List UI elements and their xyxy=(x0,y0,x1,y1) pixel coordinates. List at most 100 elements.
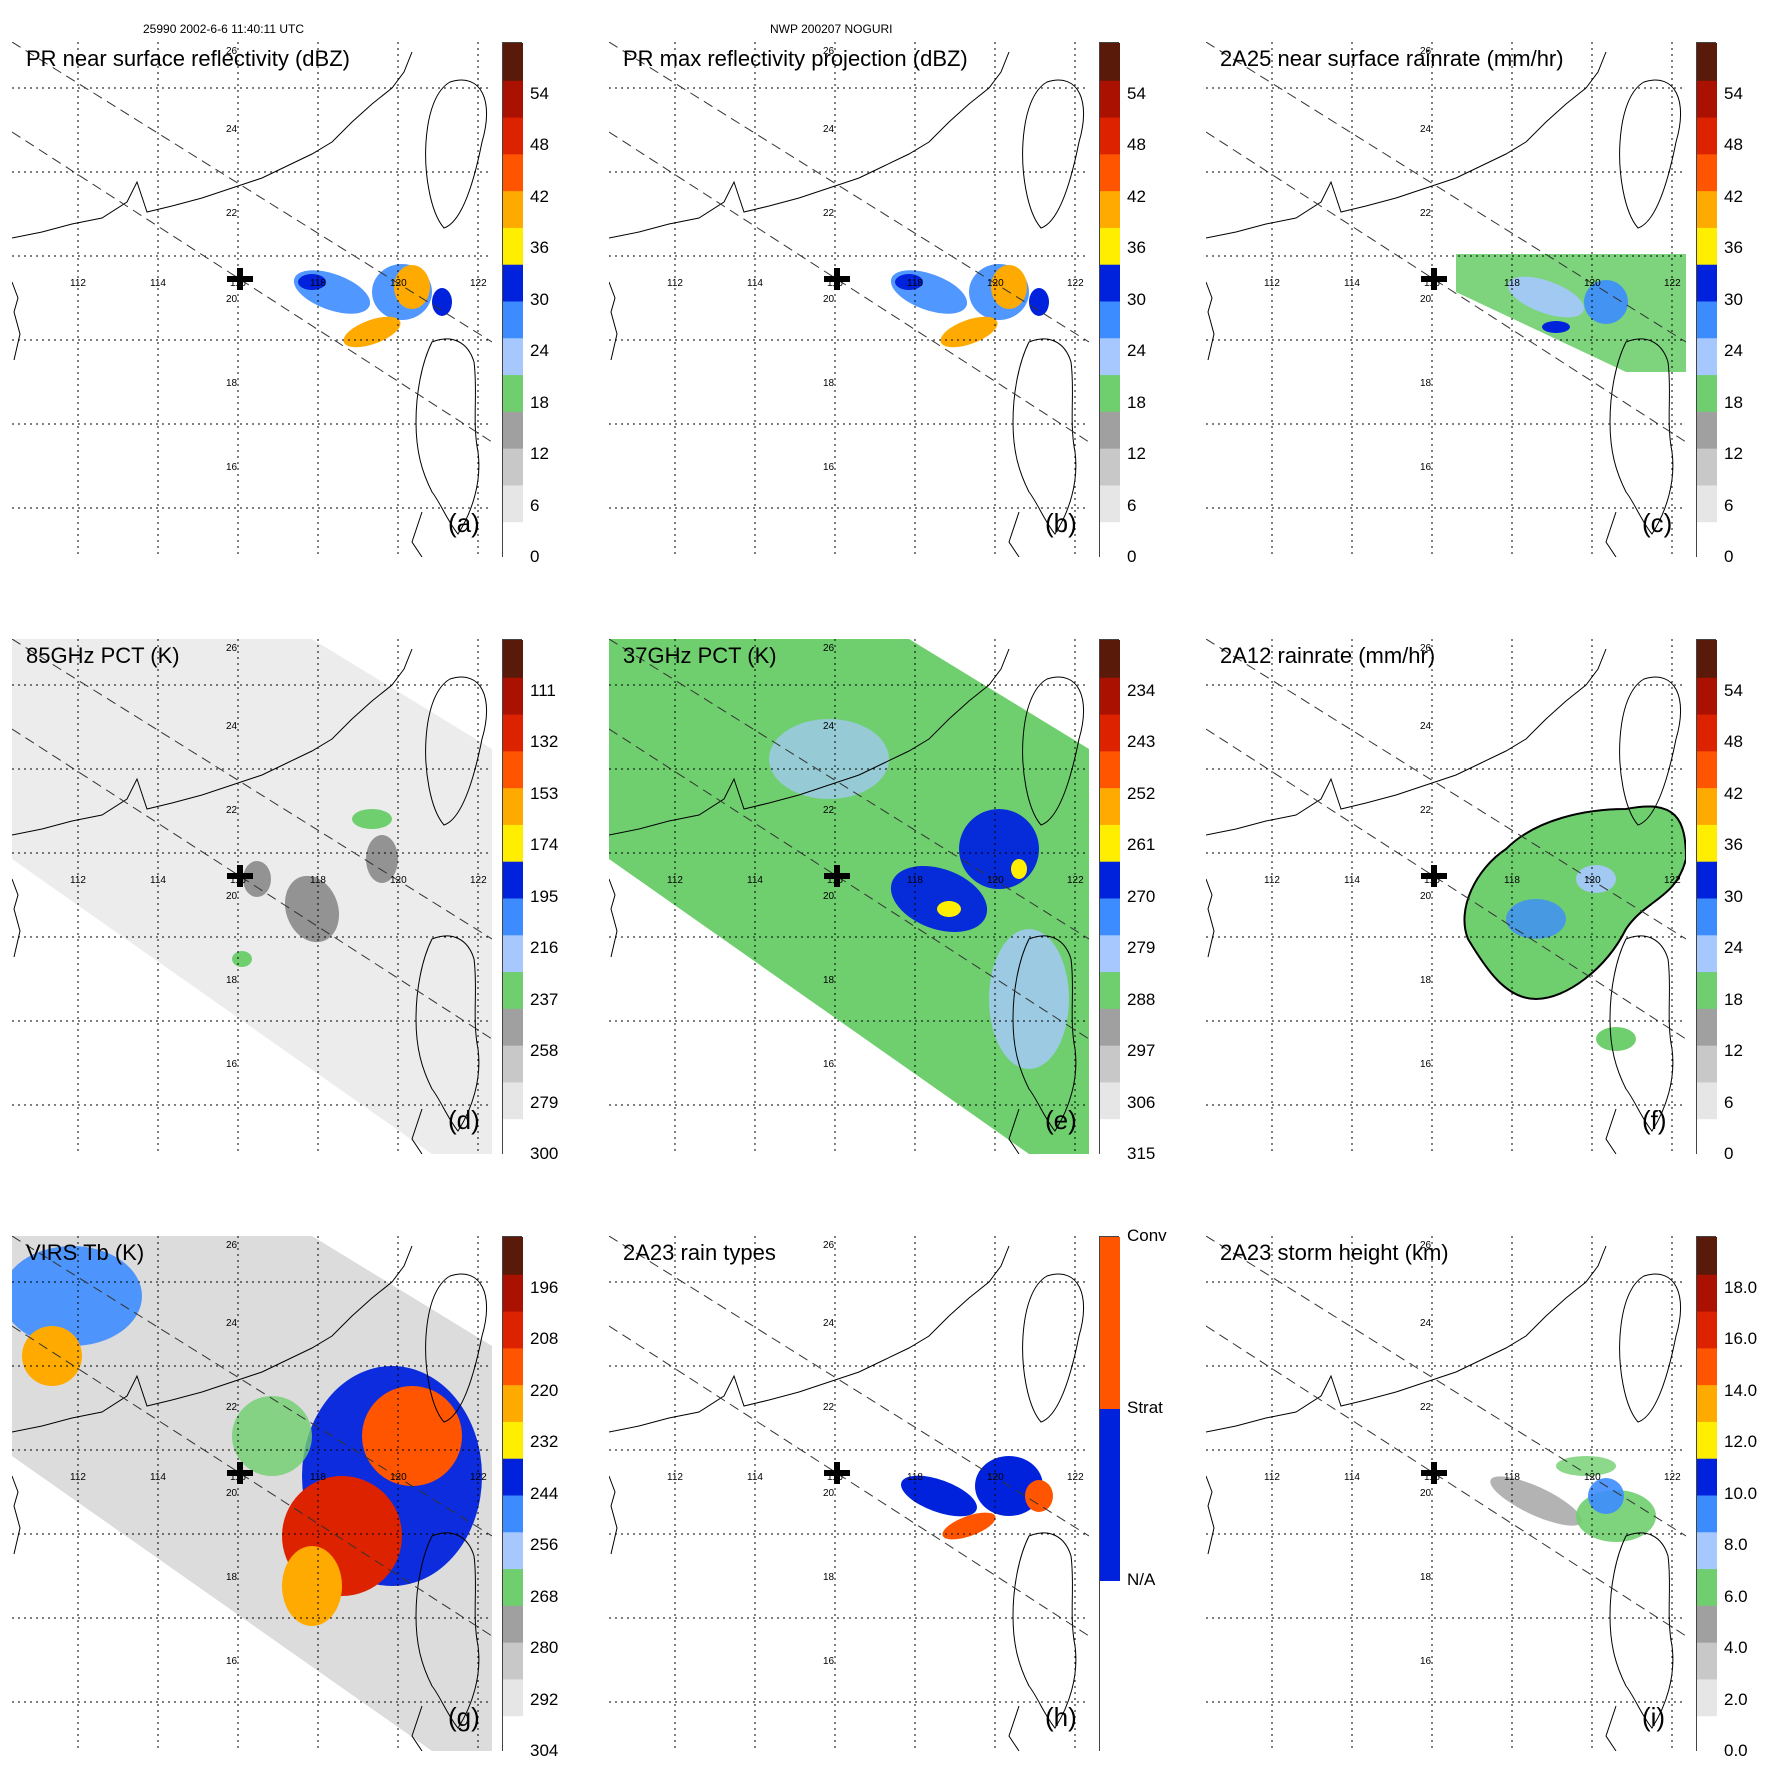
lat-label: 26 xyxy=(226,1240,238,1251)
lon-label: 114 xyxy=(1344,278,1360,289)
panel-title: 2A25 near surface rainrate (mm/hr) xyxy=(1220,46,1564,71)
lat-label: 26 xyxy=(1420,1240,1432,1251)
colorbar-tick: 54 xyxy=(1724,680,1743,700)
panel-title: 37GHz PCT (K) xyxy=(623,643,777,668)
lat-label: 20 xyxy=(1420,294,1432,305)
panel-a: 26 24 22 20 18 16 112 114 116 118 120 122 PR near su… xyxy=(0,0,560,566)
map-a xyxy=(12,42,492,557)
colorbar-tick: 12 xyxy=(530,444,549,463)
lon-label: 118 xyxy=(907,875,923,886)
lon-label: 118 xyxy=(310,875,326,886)
lon-label: 114 xyxy=(150,278,166,289)
lat-label: 22 xyxy=(1420,1402,1432,1413)
panel-title: PR max reflectivity projection (dBZ) xyxy=(623,46,968,71)
colorbar-tick: 6.0 xyxy=(1724,1586,1748,1606)
lat-label: 24 xyxy=(1420,124,1432,135)
lon-label: 116 xyxy=(827,1472,843,1483)
lon-label: 120 xyxy=(987,875,1004,886)
map-e xyxy=(609,639,1089,1154)
lon-label: 118 xyxy=(1504,278,1520,289)
colorbar-tick: 36 xyxy=(1127,238,1146,257)
lon-label: 122 xyxy=(1664,278,1681,289)
orbit-time-label: 25990 2002-6-6 11:40:11 UTC xyxy=(143,22,304,36)
colorbar-tick: 48 xyxy=(530,135,549,154)
colorbar-tick: 244 xyxy=(530,1483,559,1503)
lat-label: 26 xyxy=(823,46,835,57)
colorbar-tick: 12 xyxy=(1724,444,1743,463)
lon-label: 112 xyxy=(70,1472,86,1483)
lon-label: 122 xyxy=(470,875,487,886)
colorbar-tick: 0 xyxy=(1724,547,1734,566)
lon-label: 120 xyxy=(390,278,407,289)
panel-i: 26 24 22 20 18 16 112 114 116 118 120 122 2A23 storm… xyxy=(1194,1194,1758,1760)
lon-label: 120 xyxy=(1584,1472,1601,1483)
panel-letter: (g) xyxy=(448,1702,480,1732)
panel-title: 2A12 rainrate (mm/hr) xyxy=(1220,643,1436,668)
colorbar-tick: 195 xyxy=(530,886,559,906)
colorbar xyxy=(1696,1236,1717,1753)
lon-label: 122 xyxy=(470,1472,487,1483)
lat-label: 24 xyxy=(823,1318,835,1329)
colorbar-tick: 42 xyxy=(530,186,549,206)
colorbar-tick: 306 xyxy=(1127,1092,1156,1112)
colorbar-tick: 36 xyxy=(1724,238,1743,257)
lon-label: 122 xyxy=(1664,875,1681,886)
colorbar-tick: 6 xyxy=(530,495,540,515)
lon-label: 112 xyxy=(70,875,86,886)
lat-label: 24 xyxy=(226,1318,238,1329)
lat-label: 18 xyxy=(226,975,238,986)
panel-letter: (i) xyxy=(1642,1702,1666,1732)
panel-c: 26 24 22 20 18 16 112 114 116 118 120 122 2A25 near … xyxy=(1194,0,1754,566)
lon-label: 112 xyxy=(667,875,683,886)
colorbar-tick: 292 xyxy=(530,1689,559,1709)
colorbar-tick: 208 xyxy=(530,1329,559,1348)
colorbar-tick: 268 xyxy=(530,1586,559,1606)
lon-label: 120 xyxy=(987,278,1004,289)
colorbar-tick: Conv xyxy=(1127,1226,1167,1245)
lon-label: 120 xyxy=(1584,875,1601,886)
colorbar-tick: 6 xyxy=(1127,495,1137,515)
colorbar-tick: Strat xyxy=(1127,1398,1163,1417)
colorbar-tick: 48 xyxy=(1724,135,1743,154)
panel-letter: (f) xyxy=(1642,1105,1667,1135)
colorbar-tick: 279 xyxy=(530,1092,559,1112)
colorbar-tick: 36 xyxy=(530,238,549,257)
lat-label: 22 xyxy=(823,1402,835,1413)
map-i xyxy=(1206,1236,1686,1751)
panel-letter: (a) xyxy=(448,508,480,538)
colorbar-tick: 300 xyxy=(530,1144,559,1163)
colorbar xyxy=(1696,42,1717,559)
lon-label: 112 xyxy=(1264,875,1280,886)
colorbar-tick: 153 xyxy=(530,783,559,803)
lat-label: 22 xyxy=(823,208,835,219)
colorbar-tick: 243 xyxy=(1127,732,1156,751)
panel-title: VIRS Tb (K) xyxy=(26,1240,145,1265)
colorbar-tick: 315 xyxy=(1127,1144,1156,1163)
lon-label: 118 xyxy=(907,1472,923,1483)
lat-label: 26 xyxy=(226,46,238,57)
colorbar-tick: 30 xyxy=(1127,289,1146,309)
lat-label: 22 xyxy=(1420,805,1432,816)
lon-label: 118 xyxy=(1504,1472,1520,1483)
lat-label: 24 xyxy=(226,124,238,135)
map-f xyxy=(1206,639,1686,1154)
lat-label: 26 xyxy=(1420,643,1432,654)
panel-b: 26 24 22 20 18 16 112 114 116 118 120 122 PR max ref… xyxy=(597,0,1157,566)
lon-label: 116 xyxy=(827,875,843,886)
colorbar-tick: 18.0 xyxy=(1724,1277,1758,1297)
lon-label: 112 xyxy=(1264,278,1280,289)
colorbar-tick: 256 xyxy=(530,1535,559,1554)
lat-label: 16 xyxy=(1420,1059,1432,1070)
colorbar-tick: 30 xyxy=(1724,886,1743,906)
lon-label: 114 xyxy=(150,875,166,886)
colorbar-tick: 18 xyxy=(1724,392,1743,412)
colorbar-tick: 42 xyxy=(1127,186,1146,206)
colorbar-tick: 111 xyxy=(530,680,556,700)
lat-label: 22 xyxy=(226,1402,238,1413)
lat-label: 20 xyxy=(1420,1488,1432,1499)
colorbar-tick: 0.0 xyxy=(1724,1741,1748,1760)
lon-label: 120 xyxy=(987,1472,1004,1483)
lon-label: 122 xyxy=(1067,278,1084,289)
colorbar xyxy=(502,1236,523,1753)
colorbar-tick: 54 xyxy=(530,83,549,103)
